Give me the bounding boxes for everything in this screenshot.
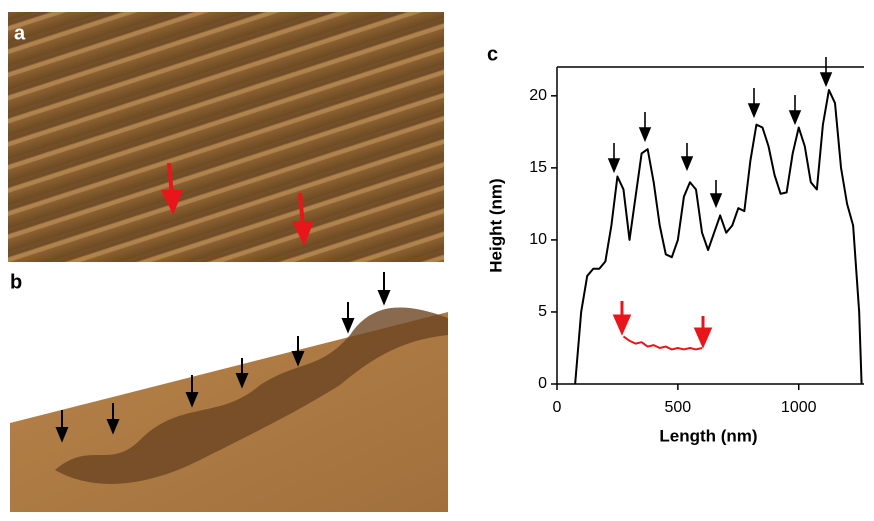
fiber [55,307,448,484]
profile-line [622,335,703,351]
red-arrows-a [160,162,314,246]
black-arrows-b [55,272,391,443]
y-tick-label: 5 [538,303,547,320]
y-tick-label: 0 [538,375,547,392]
profile-line [574,89,863,385]
afm-image-a [8,12,444,262]
y-tick-label: 10 [529,231,547,248]
panel-label: a [14,22,26,44]
y-tick-label: 20 [529,87,547,104]
black-arrows-c [607,57,833,209]
x-tick-label: 1000 [781,399,817,416]
panel-label: b [10,271,22,293]
x-tick-label: 500 [665,399,692,416]
panel-label: c [487,43,498,65]
red-arrows-c [612,301,713,349]
y-tick-label: 15 [529,159,547,176]
x-tick-label: 0 [553,399,562,416]
y-axis-label: Height (nm) [486,178,505,272]
x-axis-label: Length (nm) [659,426,757,445]
